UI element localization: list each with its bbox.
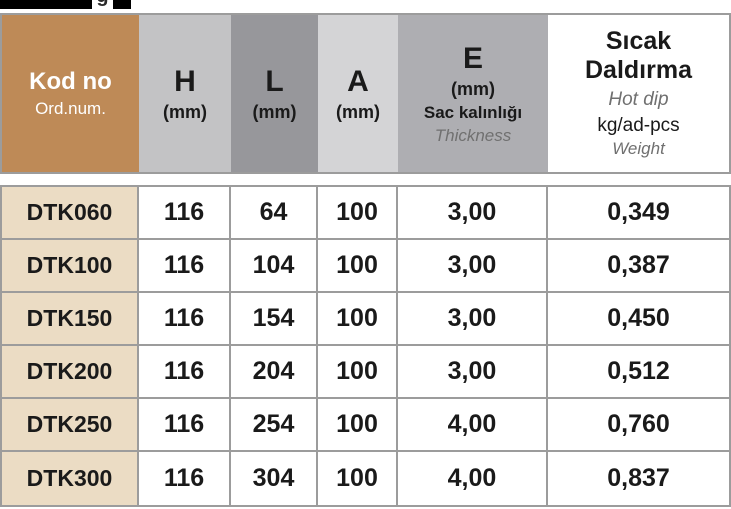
header-a-unit: (mm) bbox=[336, 101, 380, 122]
cell-e: 3,00 bbox=[398, 293, 548, 346]
header-e: E (mm) Sac kalınlığı Thickness bbox=[398, 15, 548, 172]
header-l: L (mm) bbox=[231, 15, 318, 172]
cell-h: 116 bbox=[139, 399, 231, 452]
cell-weight: 0,512 bbox=[548, 346, 729, 399]
header-e-thickness-tr: Sac kalınlığı bbox=[423, 103, 523, 123]
header-weight-unit: kg/ad-pcs bbox=[597, 114, 680, 136]
cell-e: 3,00 bbox=[398, 346, 548, 399]
table-row: DTK200 116 204 100 3,00 0,512 bbox=[2, 346, 729, 399]
cell-l: 154 bbox=[231, 293, 318, 346]
table-row: DTK060 116 64 100 3,00 0,349 bbox=[2, 187, 729, 240]
header-h: H (mm) bbox=[139, 15, 231, 172]
header-weight: Sıcak Daldırma Hot dip kg/ad-pcs Weight bbox=[548, 15, 729, 172]
header-weight-label-en: Weight bbox=[612, 139, 665, 159]
cropped-text-fragment: g bbox=[96, 0, 108, 9]
product-spec-table: Kod no Ord.num. H (mm) L (mm) A (mm) E (… bbox=[0, 13, 731, 507]
cell-l: 204 bbox=[231, 346, 318, 399]
header-e-unit: (mm) bbox=[451, 78, 495, 99]
cropped-header-bar: g bbox=[0, 0, 131, 9]
cell-code: DTK250 bbox=[2, 399, 139, 452]
cell-e: 4,00 bbox=[398, 452, 548, 505]
cell-h: 116 bbox=[139, 346, 231, 399]
cell-h: 116 bbox=[139, 452, 231, 505]
cropped-text-notch: g bbox=[92, 0, 113, 9]
cell-a: 100 bbox=[318, 399, 398, 452]
cell-e: 3,00 bbox=[398, 240, 548, 293]
cell-e: 4,00 bbox=[398, 399, 548, 452]
table-header-row: Kod no Ord.num. H (mm) L (mm) A (mm) E (… bbox=[0, 13, 731, 174]
cell-e: 3,00 bbox=[398, 187, 548, 240]
cell-h: 116 bbox=[139, 187, 231, 240]
header-kod-no: Kod no Ord.num. bbox=[2, 15, 139, 172]
cell-a: 100 bbox=[318, 452, 398, 505]
cell-code: DTK200 bbox=[2, 346, 139, 399]
cell-weight: 0,349 bbox=[548, 187, 729, 240]
cell-a: 100 bbox=[318, 187, 398, 240]
table-body: DTK060 116 64 100 3,00 0,349 DTK100 116 … bbox=[0, 185, 731, 507]
header-a: A (mm) bbox=[318, 15, 398, 172]
cell-h: 116 bbox=[139, 293, 231, 346]
cell-a: 100 bbox=[318, 346, 398, 399]
cell-code: DTK100 bbox=[2, 240, 139, 293]
cell-weight: 0,760 bbox=[548, 399, 729, 452]
header-e-thickness-en: Thickness bbox=[434, 125, 512, 145]
cell-l: 64 bbox=[231, 187, 318, 240]
header-weight-title-en: Hot dip bbox=[608, 88, 669, 110]
table-row: DTK250 116 254 100 4,00 0,760 bbox=[2, 399, 729, 452]
cell-code: DTK300 bbox=[2, 452, 139, 505]
cell-weight: 0,837 bbox=[548, 452, 729, 505]
header-l-unit: (mm) bbox=[252, 101, 297, 122]
header-h-unit: (mm) bbox=[163, 101, 207, 122]
cell-h: 116 bbox=[139, 240, 231, 293]
cell-l: 104 bbox=[231, 240, 318, 293]
cell-l: 254 bbox=[231, 399, 318, 452]
header-ord-num-label: Ord.num. bbox=[35, 98, 106, 118]
cell-a: 100 bbox=[318, 240, 398, 293]
cell-weight: 0,387 bbox=[548, 240, 729, 293]
table-row: DTK150 116 154 100 3,00 0,450 bbox=[2, 293, 729, 346]
cell-l: 304 bbox=[231, 452, 318, 505]
header-weight-title-tr: Sıcak Daldırma bbox=[585, 27, 692, 84]
cell-a: 100 bbox=[318, 293, 398, 346]
table-row: DTK100 116 104 100 3,00 0,387 bbox=[2, 240, 729, 293]
header-h-label: H bbox=[174, 64, 196, 98]
header-e-label: E bbox=[462, 41, 483, 75]
cell-code: DTK060 bbox=[2, 187, 139, 240]
table-row: DTK300 116 304 100 4,00 0,837 bbox=[2, 452, 729, 505]
cell-weight: 0,450 bbox=[548, 293, 729, 346]
cell-code: DTK150 bbox=[2, 293, 139, 346]
header-l-label: L bbox=[265, 64, 284, 98]
header-kod-no-label: Kod no bbox=[29, 67, 112, 95]
header-a-label: A bbox=[347, 64, 369, 98]
